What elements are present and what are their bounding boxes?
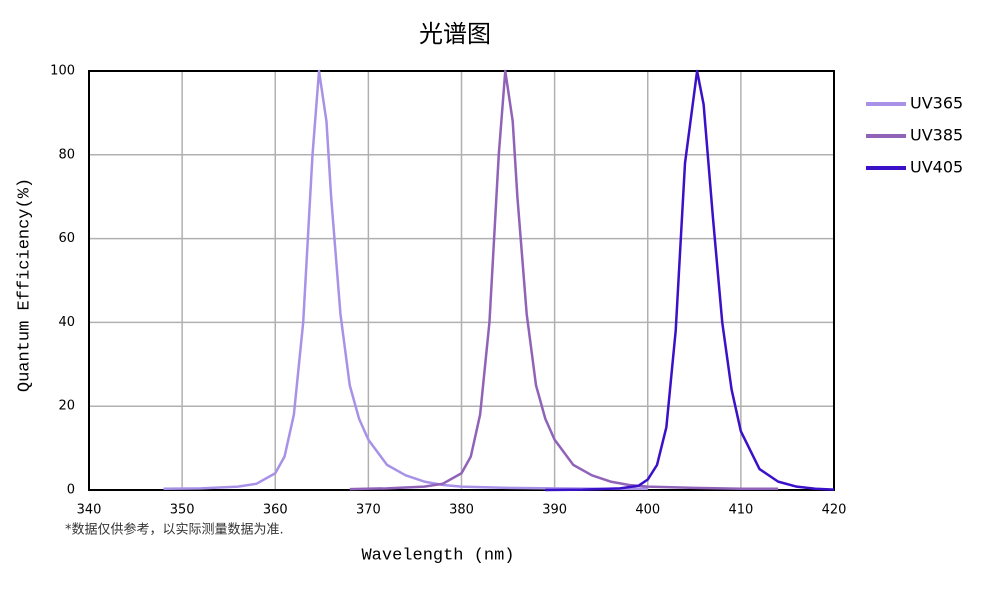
y-tick-label: 40 [58, 315, 75, 330]
y-tick-label: 0 [67, 483, 75, 498]
legend-label: UV405 [910, 158, 963, 177]
x-tick-label: 370 [356, 503, 381, 518]
note: *数据仅供参考，以实际测量数据为准. [65, 522, 284, 538]
y-tick-label: 100 [50, 64, 75, 79]
x-tick-label: 390 [542, 503, 567, 518]
x-tick-label: 410 [728, 503, 753, 518]
y-axis-label: Quantum Efficiency(%) [15, 178, 34, 392]
series-line [349, 69, 779, 491]
x-tick-label: 360 [263, 503, 288, 518]
plot-frame [88, 70, 835, 491]
x-tick-label: 420 [822, 503, 847, 518]
y-tick-label: 20 [58, 399, 75, 414]
legend-label: UV365 [910, 94, 963, 113]
x-tick-label: 380 [449, 503, 474, 518]
x-tick-label: 350 [170, 503, 195, 518]
x-tick-label: 400 [635, 503, 660, 518]
y-tick-label: 80 [58, 147, 75, 162]
y-tick-label: 60 [58, 231, 75, 246]
chart-title: 光谱图 [419, 20, 491, 48]
legend-label: UV385 [910, 126, 963, 145]
series-line [545, 69, 835, 492]
series-line [163, 69, 648, 490]
x-axis-label: Wavelength (nm) [361, 546, 514, 565]
x-tick-label: 340 [77, 503, 102, 518]
